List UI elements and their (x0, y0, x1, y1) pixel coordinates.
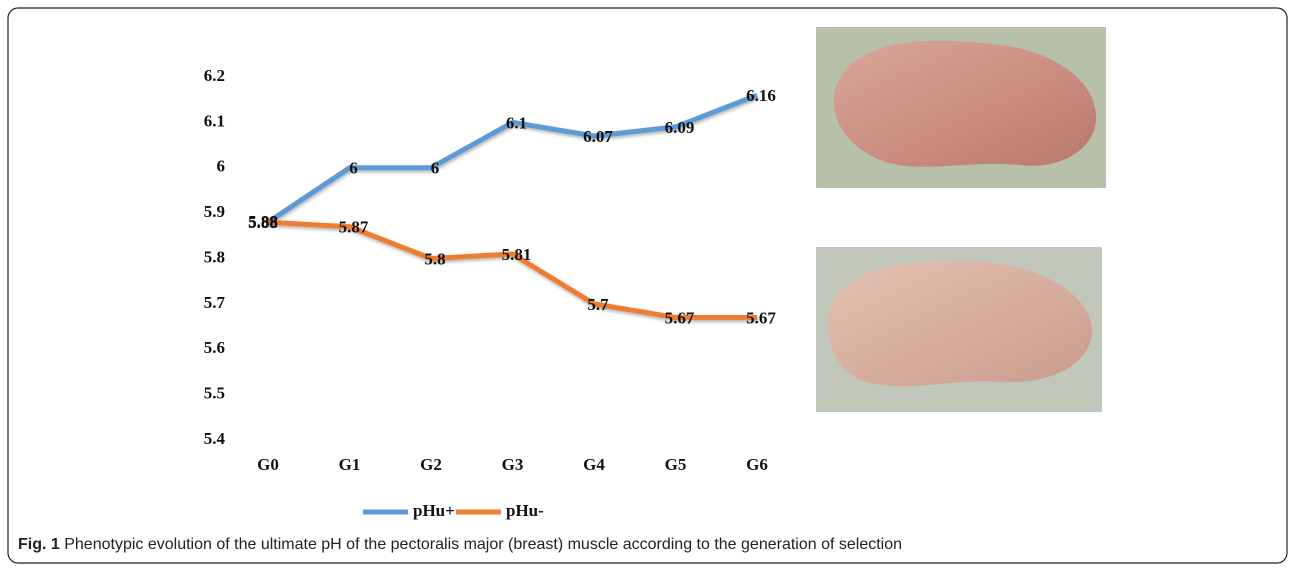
x-tick-label: G6 (746, 455, 768, 474)
y-tick-label: 5.7 (204, 293, 226, 312)
y-tick-label: 6.2 (204, 66, 225, 85)
caption: Fig. 1 Phenotypic evolution of the ultim… (18, 536, 902, 553)
y-tick-label: 5.4 (204, 429, 226, 448)
y-tick-label: 5.8 (204, 247, 225, 266)
data-label: 6 (349, 159, 358, 178)
data-label: 6 (431, 159, 440, 178)
y-tick-label: 5.9 (204, 202, 225, 221)
data-label: 5.87 (339, 218, 369, 237)
x-tick-label: G0 (257, 455, 279, 474)
x-tick-label: G1 (339, 455, 361, 474)
figure: Fig. 1 Phenotypic evolution of the ultim… (0, 0, 1296, 571)
data-label: 5.88 (248, 213, 278, 232)
y-tick-label: 5.5 (204, 384, 225, 403)
data-label: 5.67 (746, 308, 776, 327)
legend-label: pHu- (506, 501, 544, 520)
x-tick-label: G3 (502, 455, 524, 474)
x-tick-label: G5 (665, 455, 687, 474)
photo-top (816, 27, 1106, 188)
caption-text: Phenotypic evolution of the ultimate pH … (64, 536, 902, 553)
photo-bottom (816, 247, 1102, 412)
data-label: 5.8 (424, 249, 445, 268)
legend-label: pHu+ (413, 501, 455, 520)
data-label: 6.07 (583, 127, 613, 146)
y-tick-label: 6.1 (204, 111, 225, 130)
data-label: 6.16 (746, 86, 776, 105)
data-label: 5.7 (587, 295, 609, 314)
x-tick-label: G2 (420, 455, 442, 474)
data-label: 5.67 (665, 308, 695, 327)
data-label: 6.09 (665, 118, 695, 137)
x-tick-label: G4 (583, 455, 605, 474)
y-tick-label: 5.6 (204, 338, 225, 357)
y-tick-label: 6 (217, 157, 226, 176)
data-label: 5.81 (502, 245, 532, 264)
data-label: 6.1 (506, 113, 527, 132)
caption-label: Fig. 1 (18, 536, 60, 553)
